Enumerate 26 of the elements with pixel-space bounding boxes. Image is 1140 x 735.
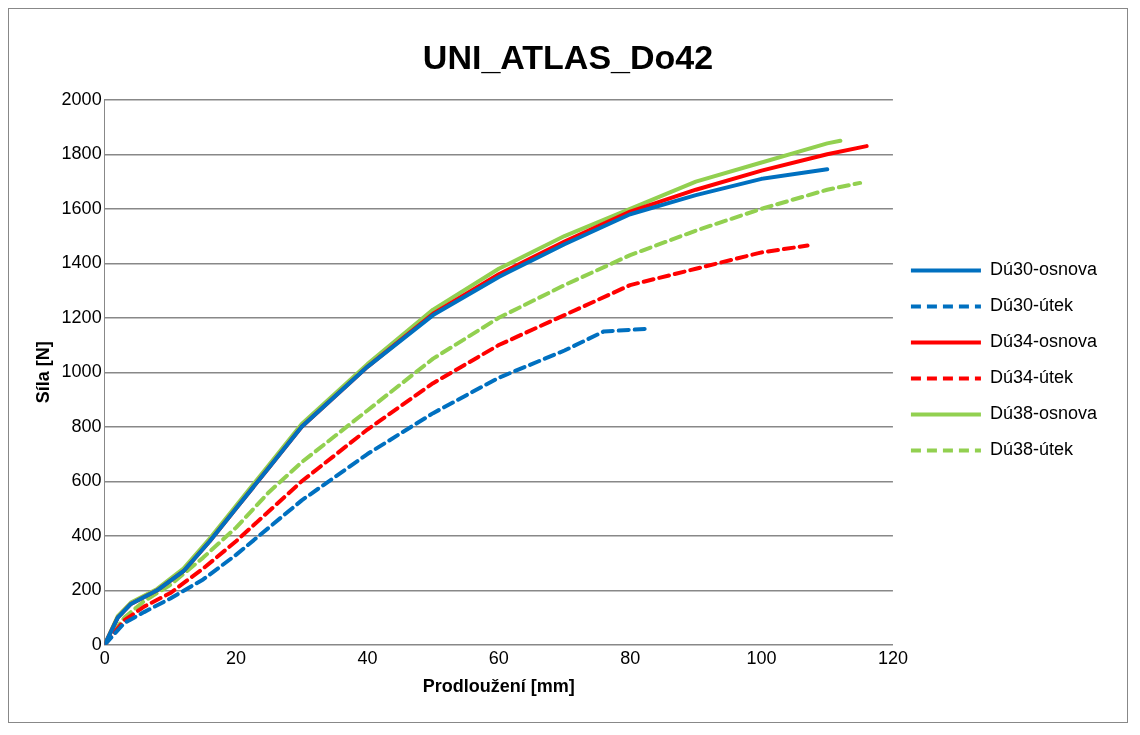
x-tick-label: 100: [746, 647, 777, 668]
legend-label: Dú30-osnova: [989, 259, 1098, 280]
y-tick-label: 200: [71, 579, 102, 600]
legend-label: Dú30-útek: [989, 295, 1074, 316]
y-tick-label: 600: [71, 470, 102, 491]
x-tick-label: 120: [877, 647, 908, 668]
legend-label: Dú34-osnova: [989, 331, 1098, 352]
y-tick-label: 1600: [61, 197, 102, 218]
y-tick-label: 1200: [61, 306, 102, 327]
legend-label: Dú38-útek: [989, 439, 1074, 460]
y-tick-label: 1800: [61, 143, 102, 164]
y-tick-label: 2000: [61, 88, 102, 109]
legend-label: Dú38-osnova: [989, 403, 1098, 424]
y-tick-label: 1400: [61, 252, 102, 273]
x-tick-label: 60: [488, 647, 509, 668]
y-tick-label: 1000: [61, 361, 102, 382]
x-axis-title: Prodloužení [mm]: [422, 676, 575, 697]
y-tick-label: 0: [91, 633, 102, 654]
legend-label: Dú34-útek: [989, 367, 1074, 388]
x-tick-label: 20: [226, 647, 247, 668]
y-tick-label: 400: [71, 524, 102, 545]
chart-title: UNI_ATLAS_Do42: [422, 37, 714, 76]
x-tick-label: 80: [620, 647, 641, 668]
y-tick-label: 800: [71, 415, 102, 436]
y-axis-title: Síla [N]: [32, 341, 53, 404]
x-tick-label: 40: [357, 647, 378, 668]
